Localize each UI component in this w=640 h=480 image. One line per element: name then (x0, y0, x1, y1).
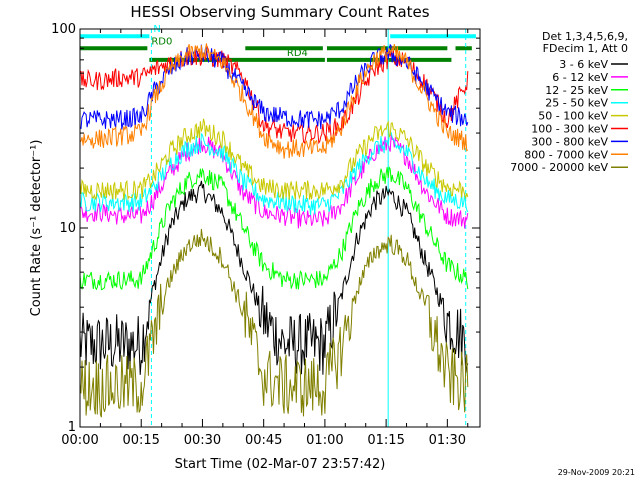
chart-title: HESSI Observing Summary Count Rates (130, 3, 429, 21)
legend-label-6: 100 - 300 keV (531, 123, 608, 136)
x-axis-label: Start Time (02-Mar-07 23:57:42) (175, 457, 386, 472)
legend-label-4: 25 - 50 keV (545, 97, 608, 110)
legend-label-5: 50 - 100 keV (538, 110, 608, 123)
series-1-line (79, 180, 469, 375)
x-tick-label-5: 01:15 (367, 433, 404, 448)
x-tick-label-2: 00:30 (184, 433, 221, 448)
footer-date: 29-Nov-2009 20:21 (558, 468, 635, 477)
y-tick-label-1: 10 (59, 221, 76, 236)
legend-header-0: Det 1,3,4,5,6,9, (542, 30, 628, 43)
y-tick-label-2: 100 (51, 22, 76, 37)
legend-header-1: FDecim 1, Att 0 (543, 42, 628, 55)
series-3-line (79, 165, 469, 291)
x-tick-label-6: 01:30 (429, 433, 466, 448)
legend-label-3: 12 - 25 keV (545, 84, 608, 97)
series-9-line (79, 228, 469, 418)
series-2-line (79, 133, 469, 229)
flag-rd0-label: RD0 (151, 36, 172, 47)
x-tick-label-3: 00:45 (245, 433, 282, 448)
legend-label-1: 3 - 6 keV (559, 58, 608, 71)
legend-label-9: 7000 - 20000 keV (510, 161, 608, 174)
flag-rd4-label: RD4 (287, 48, 308, 59)
y-axis-label: Count Rate (s⁻¹ detector⁻¹) (29, 140, 44, 317)
series-8-line (79, 43, 469, 159)
x-tick-label-4: 01:00 (306, 433, 343, 448)
flag-n-label: N (153, 24, 160, 35)
x-tick-label-1: 00:15 (122, 433, 159, 448)
y-tick-label-0: 1 (68, 420, 76, 435)
legend-label-2: 6 - 12 keV (552, 71, 608, 84)
series-5-line (79, 118, 469, 201)
series-4-line (79, 131, 469, 216)
legend-label-8: 800 - 7000 keV (524, 148, 608, 161)
legend-label-7: 300 - 800 keV (531, 135, 608, 148)
x-tick-label-0: 00:00 (61, 433, 98, 448)
